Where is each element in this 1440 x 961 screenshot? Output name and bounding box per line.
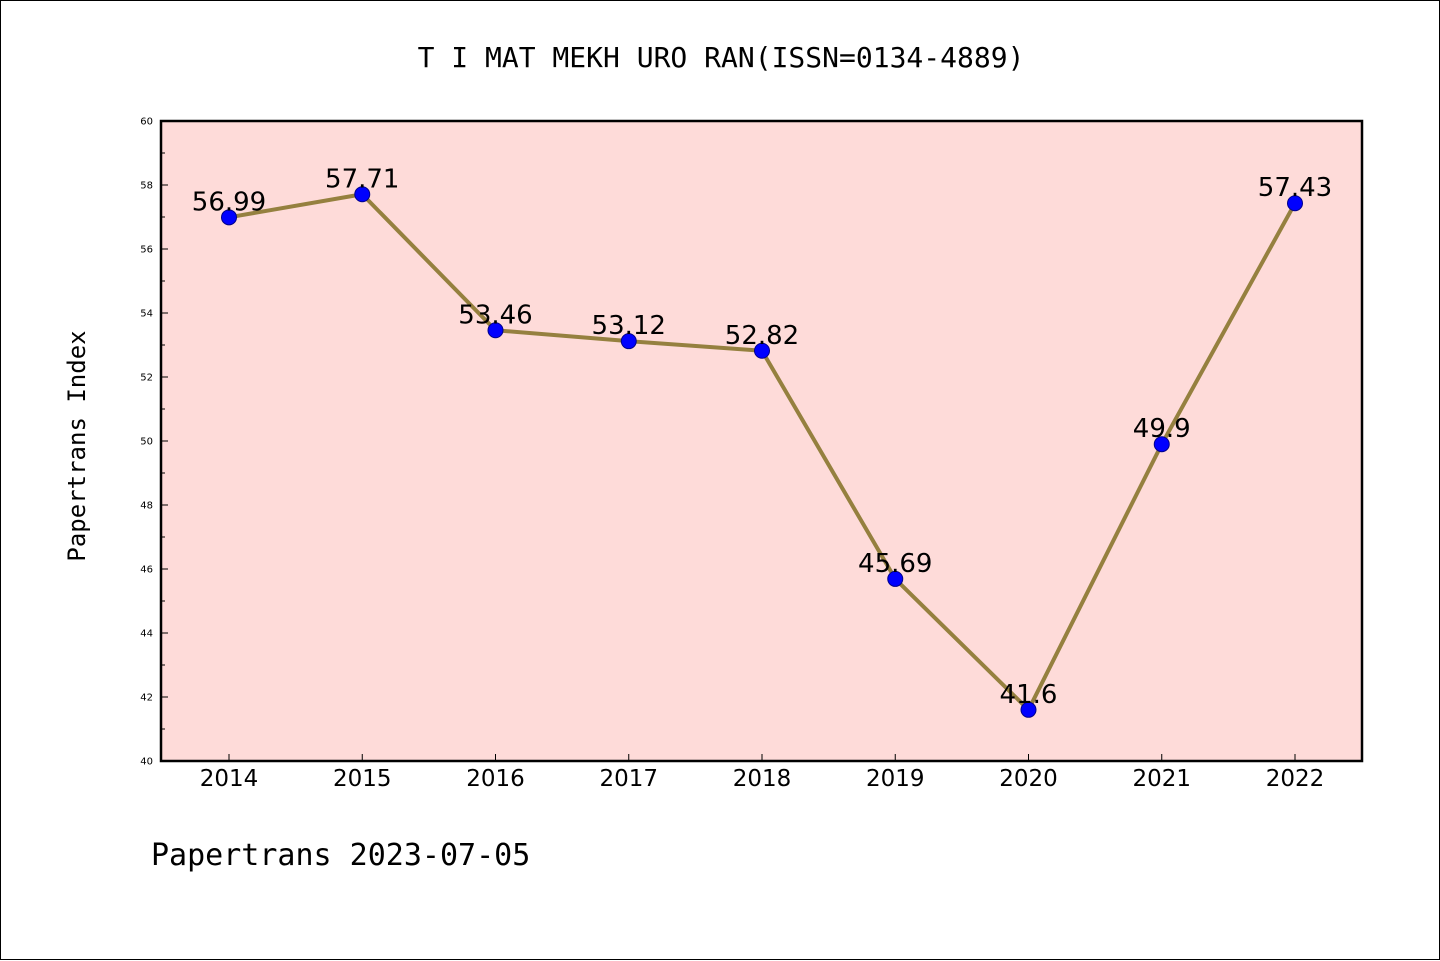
- y-tick-label: 44: [140, 629, 153, 640]
- x-tick-label: 2018: [733, 766, 792, 792]
- x-tick-label: 2014: [200, 766, 259, 792]
- data-label: 52.82: [725, 321, 799, 351]
- data-point: [221, 209, 237, 226]
- y-tick-label: 60: [140, 117, 153, 128]
- y-tick-label: 46: [140, 565, 153, 576]
- x-tick-label: 2021: [1132, 766, 1191, 792]
- data-point: [620, 333, 637, 350]
- data-point: [487, 322, 504, 339]
- series-layer: 56.99 57.71 53.46 53.12 52.82 45.69 41.6 49.9 57…: [192, 164, 1332, 718]
- chart-title: T I MAT MEKH URO RAN(ISSN=0134-4889): [418, 41, 1025, 74]
- data-point: [887, 570, 904, 587]
- x-tick-label: 2015: [333, 766, 392, 792]
- y-axis-label: Papertrans Index: [63, 330, 91, 561]
- data-label: 57.71: [325, 164, 399, 194]
- x-axis: 2014 2015 2016 2017 2018 2019 2020 2021 2022: [200, 754, 1325, 792]
- footer-text: Papertrans 2023-07-05: [151, 838, 530, 873]
- data-label: 53.46: [458, 300, 532, 330]
- data-point: [754, 342, 770, 359]
- data-label: 53.12: [592, 311, 666, 341]
- data-point: [1020, 701, 1037, 718]
- y-tick-label: 58: [140, 181, 153, 192]
- y-tick-label: 56: [140, 245, 153, 256]
- x-tick-label: 2020: [999, 766, 1058, 792]
- y-tick-label: 42: [140, 693, 153, 704]
- data-label: 41.6: [1000, 680, 1058, 710]
- data-point: [354, 186, 371, 203]
- y-tick-label: 52: [140, 373, 153, 384]
- data-label: 56.99: [192, 187, 266, 217]
- x-tick-label: 2016: [466, 766, 525, 792]
- plot-frame: [159, 119, 1364, 763]
- data-label: 45.69: [858, 549, 932, 579]
- x-tick-label: 2017: [599, 766, 658, 792]
- y-tick-label: 54: [140, 309, 153, 320]
- data-label: 49.9: [1133, 414, 1191, 444]
- y-tick-label: 48: [140, 501, 153, 512]
- data-point: [1287, 195, 1303, 212]
- x-tick-label: 2022: [1266, 766, 1325, 792]
- x-tick-label: 2019: [866, 766, 925, 792]
- y-tick-label: 40: [140, 757, 153, 768]
- y-tick-label: 50: [140, 437, 153, 448]
- data-label: 57.43: [1258, 173, 1332, 203]
- data-point: [1153, 436, 1170, 453]
